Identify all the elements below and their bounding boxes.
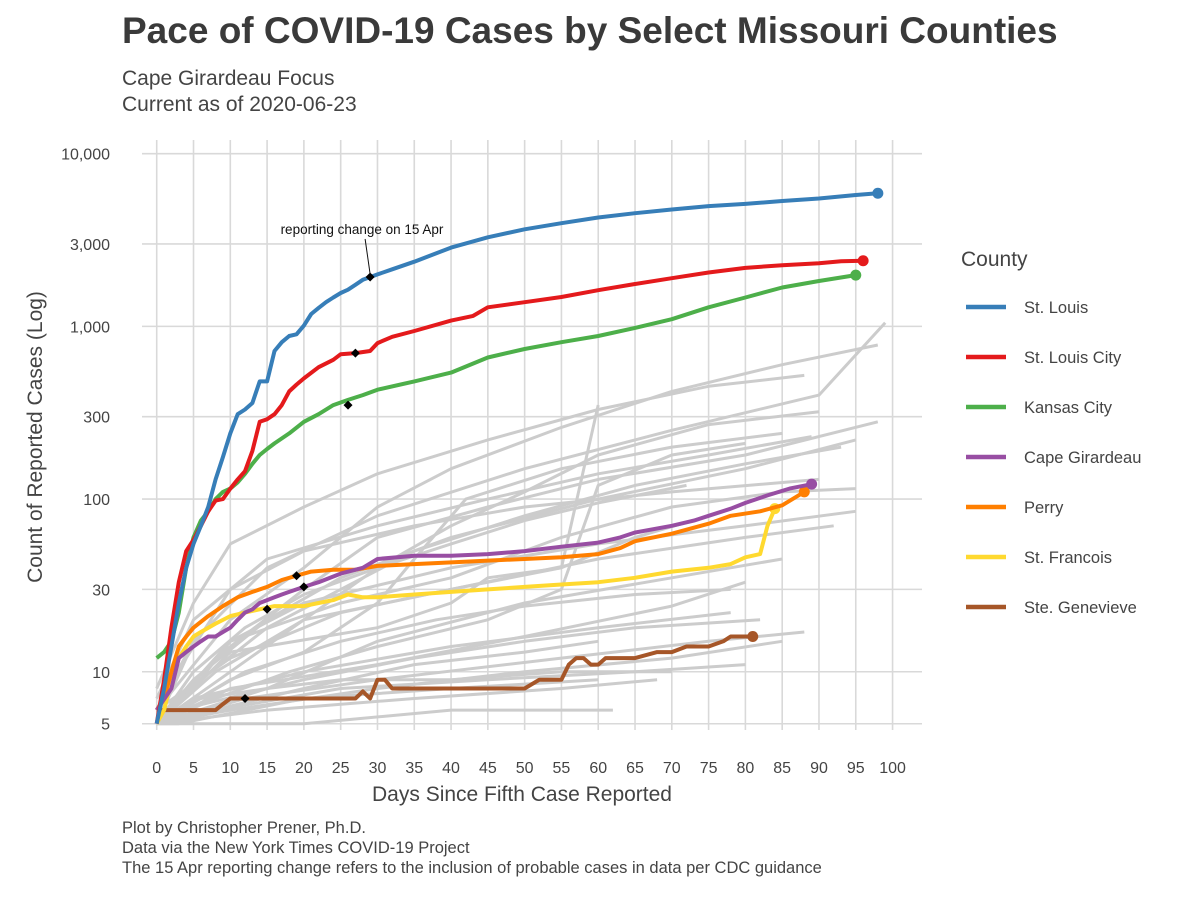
series-end-point (857, 255, 869, 267)
x-tick-label: 25 (332, 760, 350, 777)
caption-line-2: Data via the New York Times COVID-19 Pro… (122, 839, 470, 857)
background-county-line (155, 487, 856, 725)
series-line (154, 507, 777, 725)
y-tick-label: 10,000 (61, 147, 110, 164)
annotation-label: reporting change on 15 Apr (281, 222, 444, 237)
reporting-change-marker (240, 694, 250, 704)
series-end-point (850, 269, 862, 281)
x-tick-label: 35 (405, 760, 423, 777)
x-tick-label: 0 (152, 760, 161, 777)
x-tick-label: 10 (221, 760, 239, 777)
y-tick-label: 3,000 (70, 237, 110, 254)
x-axis-title: Days Since Fifth Case Reported (372, 783, 672, 806)
x-tick-label: 75 (700, 760, 718, 777)
y-tick-label: 100 (83, 492, 110, 509)
caption-line-1: Plot by Christopher Prener, Ph.D. (122, 819, 366, 837)
x-tick-label: 80 (736, 760, 754, 777)
legend-label: St. Louis (1024, 299, 1088, 317)
x-tick-label: 90 (810, 760, 828, 777)
legend-label: Kansas City (1024, 399, 1113, 417)
background-county-line (156, 441, 746, 726)
chart-title: Pace of COVID-19 Cases by Select Missour… (122, 10, 1058, 51)
legend-label: Cape Girardeau (1024, 449, 1141, 467)
background-county-line (155, 343, 879, 712)
series-end-point (872, 187, 884, 199)
y-tick-label: 1,000 (70, 319, 110, 336)
x-tick-label: 45 (479, 760, 497, 777)
reporting-change-annotation: reporting change on 15 Apr (281, 222, 444, 275)
legend-label: St. Francois (1024, 549, 1112, 567)
series-end-point (747, 631, 759, 643)
y-tick-label: 10 (92, 665, 110, 682)
x-tick-label: 5 (189, 760, 198, 777)
reporting-change-marker (299, 582, 309, 592)
x-tick-label: 60 (589, 760, 607, 777)
legend: County St. Louis St. Louis City Kansas Cit… (961, 248, 1141, 617)
chart-subtitle: Cape Girardeau Focus Current as of 2020-… (122, 66, 357, 118)
subtitle-line-1: Cape Girardeau Focus (122, 67, 335, 90)
background-county-line (155, 514, 710, 712)
background-county-line (155, 611, 731, 725)
chart-caption: Plot by Christopher Prener, Ph.D. Data v… (122, 818, 822, 878)
reporting-change-marker (292, 571, 302, 581)
series-end-point (798, 486, 810, 498)
series-line (155, 482, 812, 712)
x-tick-label: 65 (626, 760, 644, 777)
reporting-change-marker (350, 348, 360, 358)
y-tick-label: 5 (101, 717, 110, 734)
legend-title: County (961, 248, 1028, 271)
x-tick-label: 20 (295, 760, 313, 777)
x-tick-label: 95 (847, 760, 865, 777)
y-tick-label: 300 (83, 410, 110, 427)
series-line (154, 191, 878, 725)
background-county-line (156, 678, 658, 726)
background-county-line (155, 373, 805, 690)
legend-label: St. Louis City (1024, 349, 1122, 367)
x-tick-label: 55 (553, 760, 571, 777)
subtitle-line-2: Current as of 2020-06-23 (122, 93, 357, 116)
x-axis-ticks: 0 5 10 15 20 25 30 35 40 45 50 55 60 65 70 75 80 85 90 95 10… (152, 760, 906, 777)
x-tick-label: 50 (516, 760, 534, 777)
reporting-change-marker (343, 400, 353, 410)
annotation-leader-line (364, 238, 371, 275)
reporting-change-marker (262, 604, 272, 614)
background-county-line (155, 431, 783, 725)
caption-line-3: The 15 Apr reporting change refers to th… (122, 859, 822, 877)
background-county-line (156, 580, 746, 726)
reporting-change-markers (240, 272, 375, 704)
series-end-point (806, 478, 818, 490)
legend-label: Ste. Genevieve (1024, 599, 1137, 617)
series-line (156, 634, 753, 713)
background-county-line (155, 587, 731, 725)
x-tick-label: 70 (663, 760, 681, 777)
background-county-line (155, 410, 820, 725)
reporting-change-marker (365, 272, 375, 282)
background-county-line (156, 708, 613, 726)
highlighted-county-lines (154, 187, 884, 725)
y-axis-ticks: 5 10 30 100 300 1,000 3,000 10,000 (61, 147, 110, 734)
background-county-line (155, 670, 672, 726)
x-tick-label: 85 (773, 760, 791, 777)
legend-label: Perry (1024, 499, 1064, 517)
x-tick-label: 30 (369, 760, 387, 777)
y-tick-label: 30 (92, 582, 110, 599)
x-tick-label: 15 (258, 760, 276, 777)
x-tick-label: 40 (442, 760, 460, 777)
x-tick-label: 100 (879, 760, 906, 777)
y-axis-title: Count of Reported Cases (Log) (24, 291, 47, 583)
background-county-line (155, 435, 812, 700)
